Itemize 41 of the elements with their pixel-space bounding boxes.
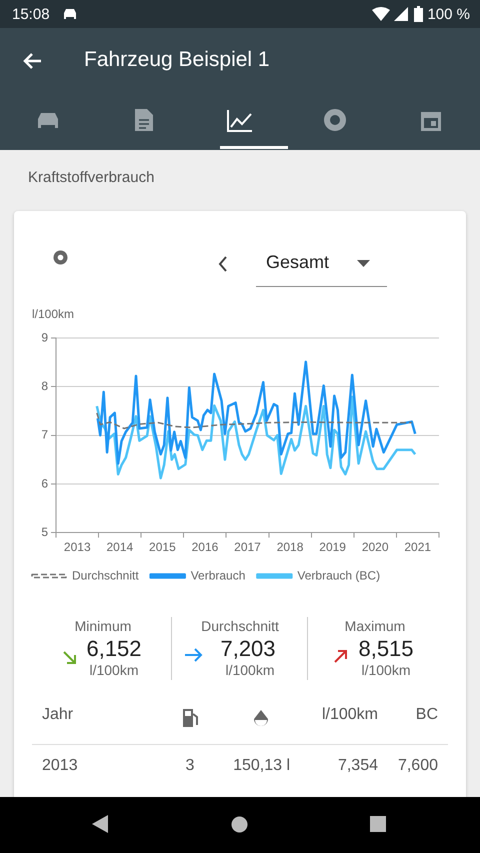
text: 7,203 xyxy=(220,636,276,662)
y-tick-label: 9 xyxy=(41,330,48,344)
y-axis-title: l/100km xyxy=(32,307,74,321)
text: l/100km xyxy=(225,662,275,678)
text: l/100km xyxy=(361,662,411,678)
text: 8,515 xyxy=(358,636,414,662)
x-tick-label: 2014 xyxy=(106,540,134,554)
x-tick-label: 2017 xyxy=(234,540,262,554)
text: 2013 xyxy=(42,757,78,775)
text: BC xyxy=(416,706,438,724)
x-tick-label: 2015 xyxy=(149,540,176,554)
text: Maximum xyxy=(344,618,406,634)
y-tick-label: 5 xyxy=(41,524,48,539)
legend-label: Durchschnitt xyxy=(72,568,140,582)
text: 100 % xyxy=(427,6,470,23)
x-tick-label: 2013 xyxy=(64,540,91,554)
text: Jahr xyxy=(42,706,74,724)
x-tick-label: 2021 xyxy=(404,540,432,554)
text: l/100km xyxy=(89,662,139,678)
text: Fahrzeug Beispiel 1 xyxy=(84,48,270,72)
line-series xyxy=(96,412,413,430)
x-tick-label: 2020 xyxy=(362,540,389,554)
y-tick-label: 6 xyxy=(41,476,48,490)
text: Durchschnitt xyxy=(201,618,279,634)
text: 7,600 xyxy=(398,757,438,775)
text: 3 xyxy=(186,757,194,775)
text: 7,354 xyxy=(338,757,378,775)
y-tick-label: 7 xyxy=(41,428,48,442)
text: 15:08 xyxy=(12,6,50,23)
legend-label: Verbrauch (BC) xyxy=(297,568,380,582)
text: Minimum xyxy=(74,618,132,634)
y-tick-label: 8 xyxy=(41,378,48,393)
text: 6,152 xyxy=(86,636,142,662)
x-tick-label: 2019 xyxy=(319,540,346,554)
x-tick-label: 2018 xyxy=(276,540,304,554)
text: Gesamt xyxy=(266,252,330,273)
text: l/100km xyxy=(322,706,378,724)
legend-label: Verbrauch xyxy=(190,568,246,582)
x-tick-label: 2016 xyxy=(192,540,219,554)
text: 150,13 l xyxy=(233,757,290,775)
chart-title: Kraftstoffverbrauch xyxy=(28,169,154,186)
